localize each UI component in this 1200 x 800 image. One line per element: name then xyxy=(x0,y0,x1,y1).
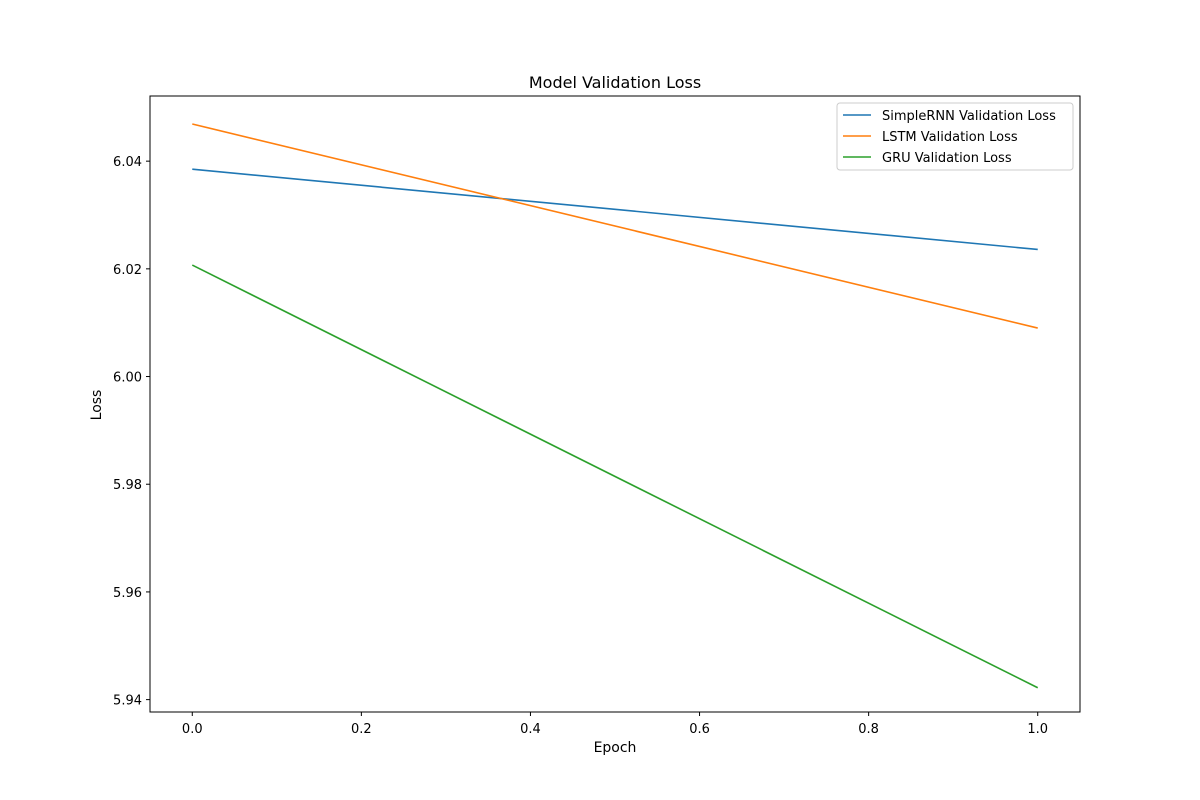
legend-box xyxy=(836,102,1074,171)
axes-frame xyxy=(149,95,1081,713)
x-tick-label: 0.6 xyxy=(689,722,710,737)
x-tick-label: 1.0 xyxy=(1027,722,1048,737)
plot-area xyxy=(191,123,1039,689)
legend-label-2: GRU Validation Loss xyxy=(882,151,1012,166)
series-line-1 xyxy=(192,123,1038,329)
series-line-2 xyxy=(191,264,1039,689)
legend-label-0: SimpleRNN Validation Loss xyxy=(882,109,1056,124)
y-tick-label: 5.94 xyxy=(113,694,142,709)
x-tick-label: 0.0 xyxy=(182,722,203,737)
y-tick-label: 6.04 xyxy=(113,155,142,170)
y-tick-label: 5.98 xyxy=(113,478,142,493)
chart-title: Model Validation Loss xyxy=(529,73,701,92)
y-tick-label: 6.02 xyxy=(113,263,142,278)
x-tick-label: 0.2 xyxy=(351,722,372,737)
y-tick-label: 6.00 xyxy=(113,371,142,386)
series-line-0 xyxy=(192,168,1038,251)
legend-label-1: LSTM Validation Loss xyxy=(882,130,1018,145)
x-axis-label: Epoch xyxy=(594,740,637,756)
axes: 0.0 0.2 0.4 0.6 0.8 1.0 5.94 5.96 5.98 6.00 6.02 6.… xyxy=(113,95,1081,737)
x-tick-label: 0.8 xyxy=(858,722,879,737)
y-axis-label: Loss xyxy=(89,390,105,421)
x-tick-label: 0.4 xyxy=(520,722,541,737)
y-tick-label: 5.96 xyxy=(113,586,142,601)
legend: SimpleRNN Validation Loss LSTM Validation… xyxy=(836,102,1074,171)
